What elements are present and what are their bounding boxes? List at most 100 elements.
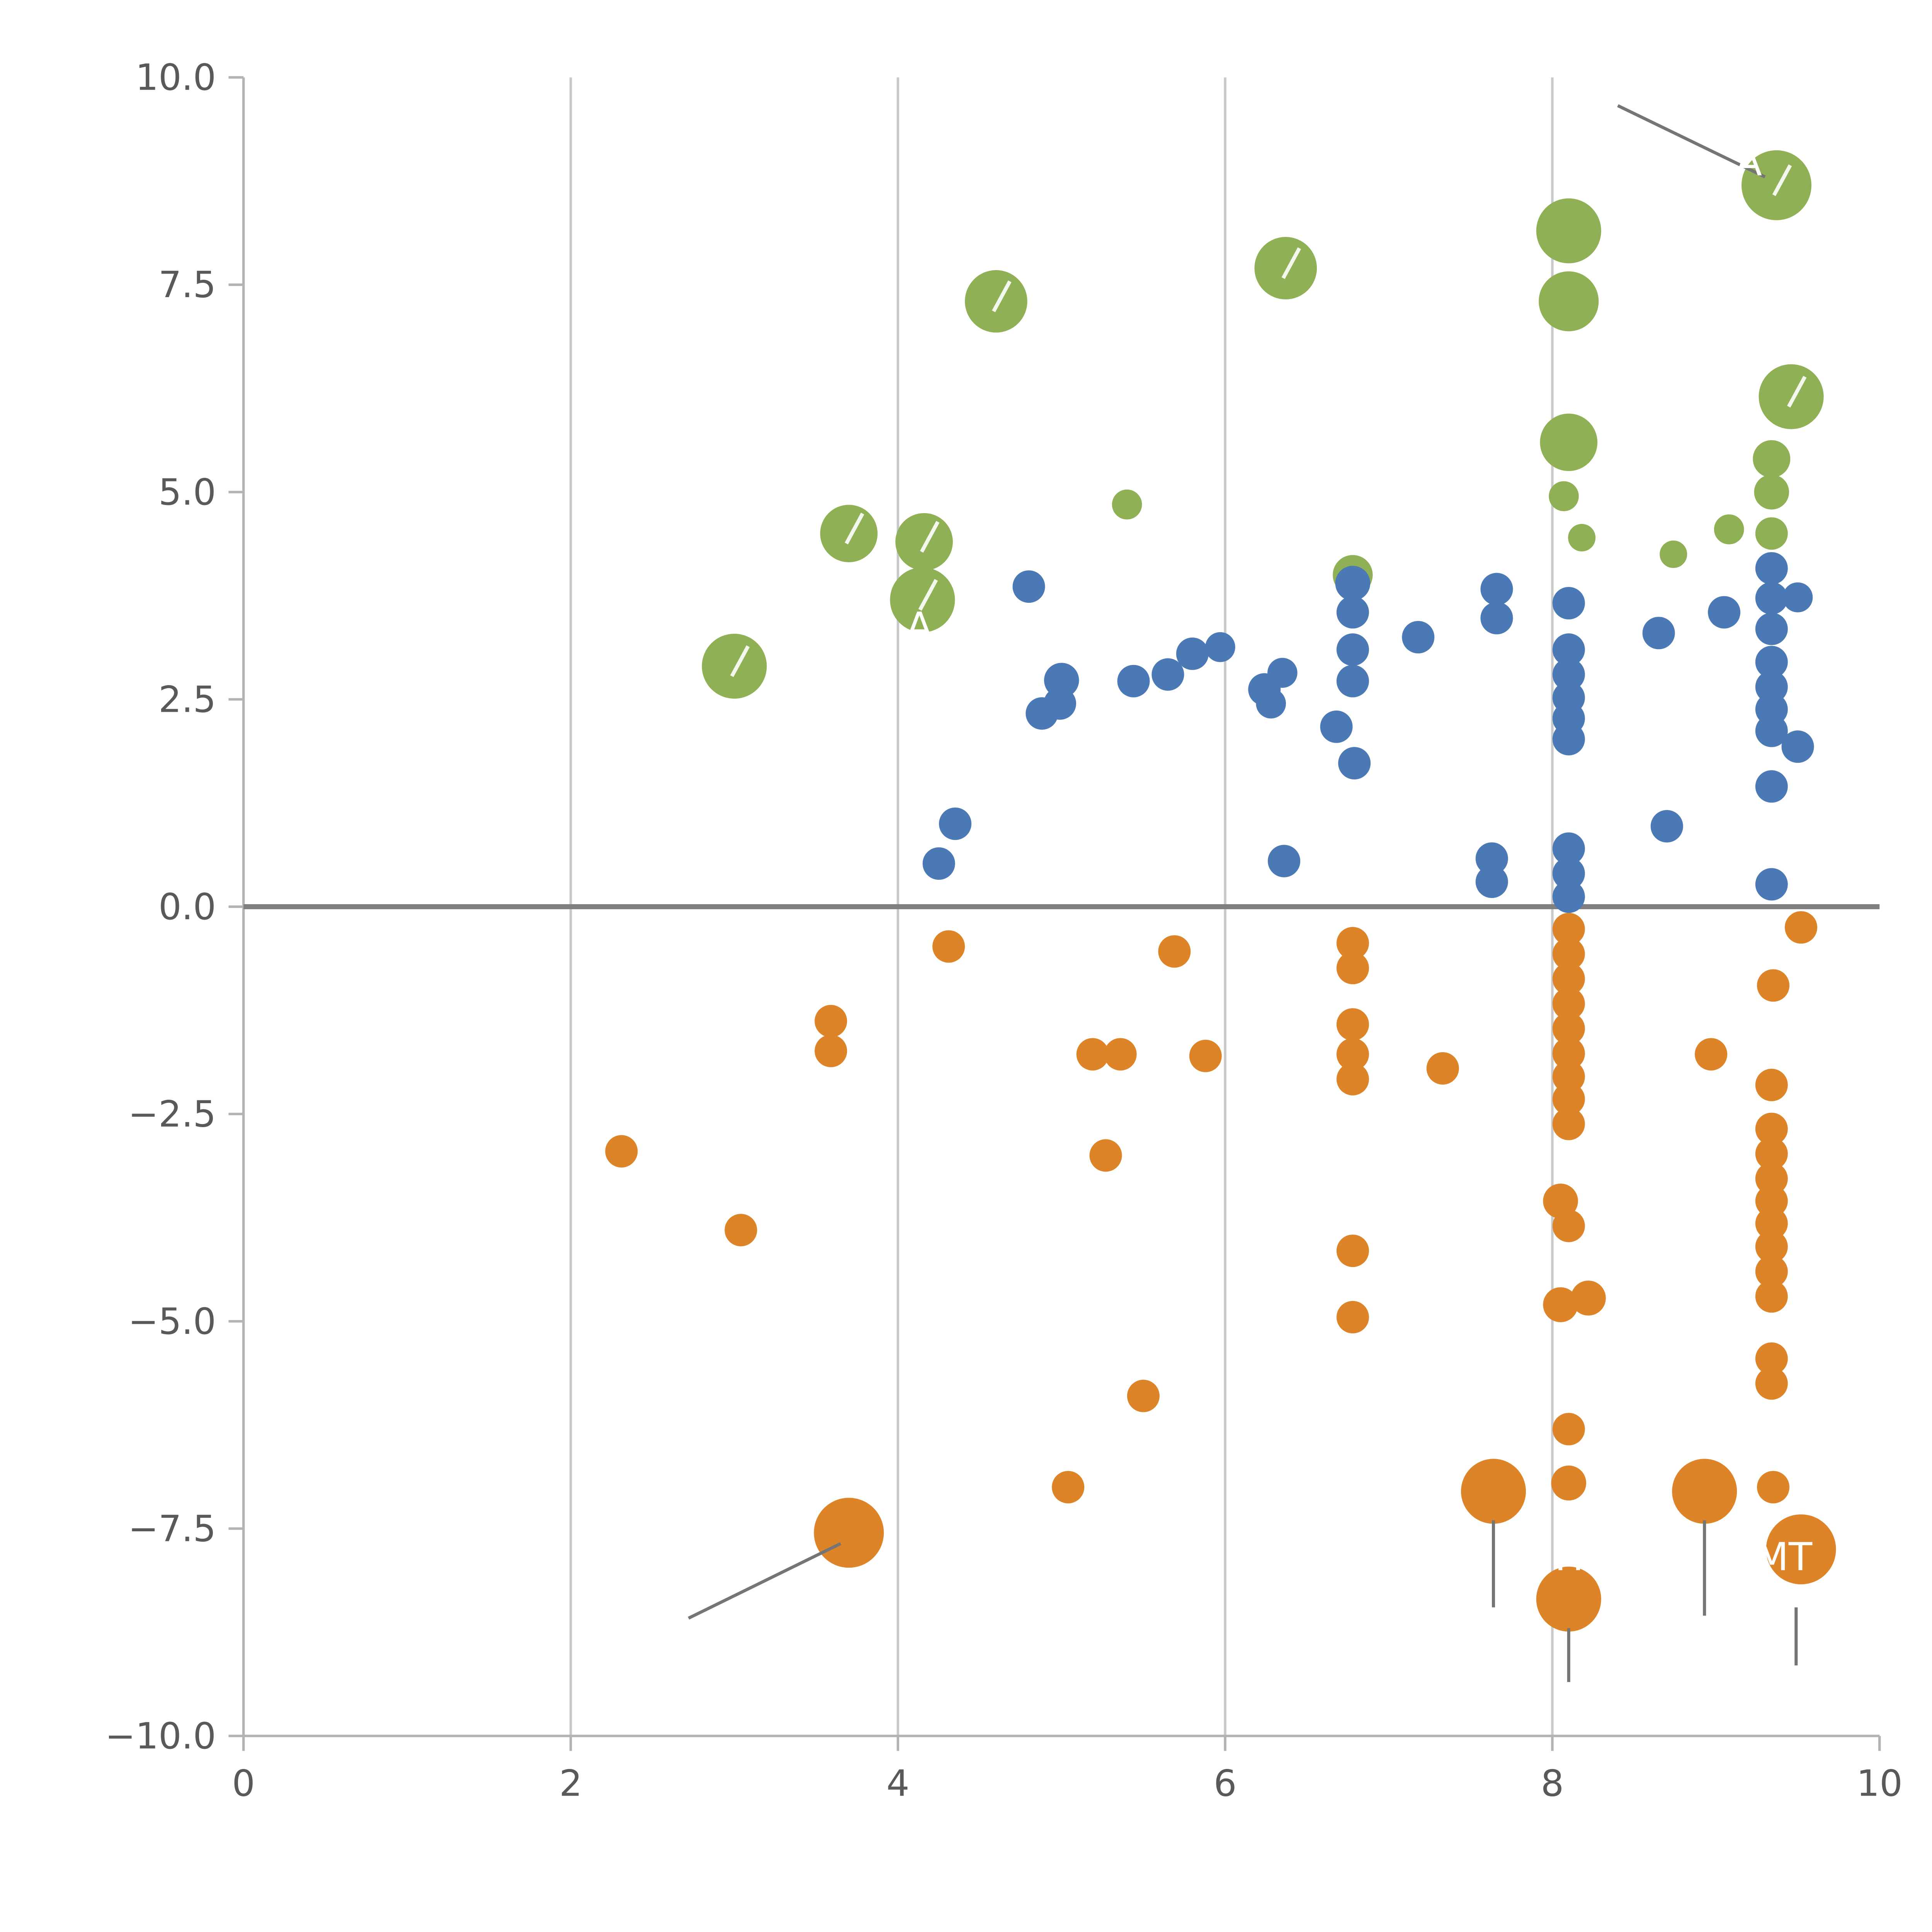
point-green	[1755, 517, 1788, 550]
point-blue	[1176, 637, 1209, 670]
point-orange	[1766, 1514, 1836, 1585]
point-orange	[815, 1034, 847, 1067]
point-blue	[1552, 857, 1585, 890]
point-orange	[1336, 1301, 1369, 1333]
point-orange	[1189, 1039, 1222, 1072]
point-green	[1759, 364, 1824, 429]
point-orange	[1755, 1367, 1788, 1400]
point-green	[1568, 524, 1596, 552]
highlight-slash	[845, 512, 864, 544]
point-orange	[1755, 1185, 1788, 1218]
point-blue	[1026, 697, 1058, 730]
annotation-leader-line	[688, 1542, 842, 1620]
highlight-slash	[1772, 164, 1792, 196]
point-blue	[1755, 552, 1788, 585]
point-blue	[1650, 810, 1683, 843]
point-blue	[1012, 570, 1045, 603]
point-blue	[1755, 646, 1788, 679]
highlight-slash	[730, 645, 750, 677]
y-tick-label: 5.0	[158, 471, 216, 514]
y-tick-label: −7.5	[128, 1508, 216, 1550]
point-blue	[1480, 573, 1513, 605]
point-blue	[1755, 582, 1788, 615]
point-blue	[1336, 633, 1369, 666]
point-green	[702, 634, 767, 699]
point-orange	[815, 1005, 847, 1037]
point-orange	[1755, 1068, 1788, 1101]
point-orange	[1543, 1287, 1578, 1322]
point-orange	[1755, 1162, 1788, 1195]
point-orange	[1552, 1083, 1585, 1116]
point-green	[1539, 271, 1599, 332]
highlight-slash	[918, 579, 938, 611]
point-blue	[1475, 866, 1508, 898]
point-blue	[1267, 658, 1298, 688]
x-tick-label: 2	[559, 1763, 582, 1805]
point-blue	[1552, 723, 1585, 755]
y-tick-label: −5.0	[128, 1301, 216, 1343]
point-orange	[1336, 1038, 1369, 1071]
point-blue	[1268, 845, 1301, 878]
annotation-label: A	[1736, 139, 1762, 185]
point-orange	[1158, 935, 1191, 968]
point-blue	[1552, 658, 1585, 691]
point-blue	[1552, 633, 1585, 666]
point-blue	[1782, 582, 1813, 612]
point-orange	[1552, 913, 1585, 946]
point-green	[1549, 481, 1579, 511]
point-orange	[1551, 1465, 1587, 1501]
point-green	[1753, 440, 1791, 478]
point-green	[1742, 150, 1812, 220]
point-green	[820, 505, 878, 563]
point-blue	[1117, 665, 1150, 697]
annotation-label: MH	[1521, 1534, 1584, 1579]
point-blue	[922, 847, 955, 880]
point-orange	[1536, 1566, 1601, 1632]
annotation-leader-line	[1617, 104, 1766, 179]
highlight-slash	[1281, 247, 1301, 279]
point-orange	[1552, 1413, 1585, 1446]
point-orange	[1336, 927, 1369, 959]
point-blue	[1755, 868, 1788, 901]
point-orange	[1076, 1038, 1109, 1071]
point-blue	[1755, 612, 1788, 645]
point-blue	[1755, 670, 1788, 703]
y-tick-label: −2.5	[128, 1093, 216, 1135]
point-orange	[1461, 1459, 1526, 1524]
highlight-slash	[920, 521, 940, 553]
point-blue	[1708, 596, 1741, 629]
point-green	[1714, 514, 1744, 544]
y-tick-label: 7.5	[158, 264, 216, 306]
y-tick-label: 2.5	[158, 679, 216, 721]
point-blue	[1781, 730, 1814, 763]
point-blue	[1755, 714, 1788, 747]
point-orange	[1336, 1235, 1369, 1267]
point-orange	[1552, 1037, 1585, 1070]
point-orange	[1089, 1139, 1122, 1172]
point-orange	[1695, 1038, 1728, 1071]
point-orange	[1552, 1012, 1585, 1045]
point-green	[1112, 489, 1142, 520]
point-blue	[1335, 566, 1371, 601]
point-green	[895, 513, 953, 571]
point-green	[1540, 413, 1598, 471]
x-tick-label: 10	[1857, 1763, 1903, 1805]
point-orange	[724, 1214, 757, 1247]
point-orange	[605, 1135, 638, 1168]
point-orange	[814, 1498, 884, 1568]
point-orange	[932, 930, 965, 963]
point-orange	[1755, 1230, 1788, 1263]
y-tick-label: −10.0	[105, 1715, 216, 1757]
point-blue	[1552, 832, 1585, 865]
point-orange	[1571, 1281, 1606, 1316]
point-blue	[1338, 747, 1371, 780]
y-tick-label: 0.0	[158, 886, 216, 928]
point-green	[1536, 198, 1601, 264]
point-blue	[939, 807, 972, 840]
point-blue	[1552, 880, 1585, 913]
point-orange	[1552, 1060, 1585, 1093]
point-orange	[1336, 1063, 1369, 1095]
annotation-label: MT	[1755, 1534, 1812, 1579]
